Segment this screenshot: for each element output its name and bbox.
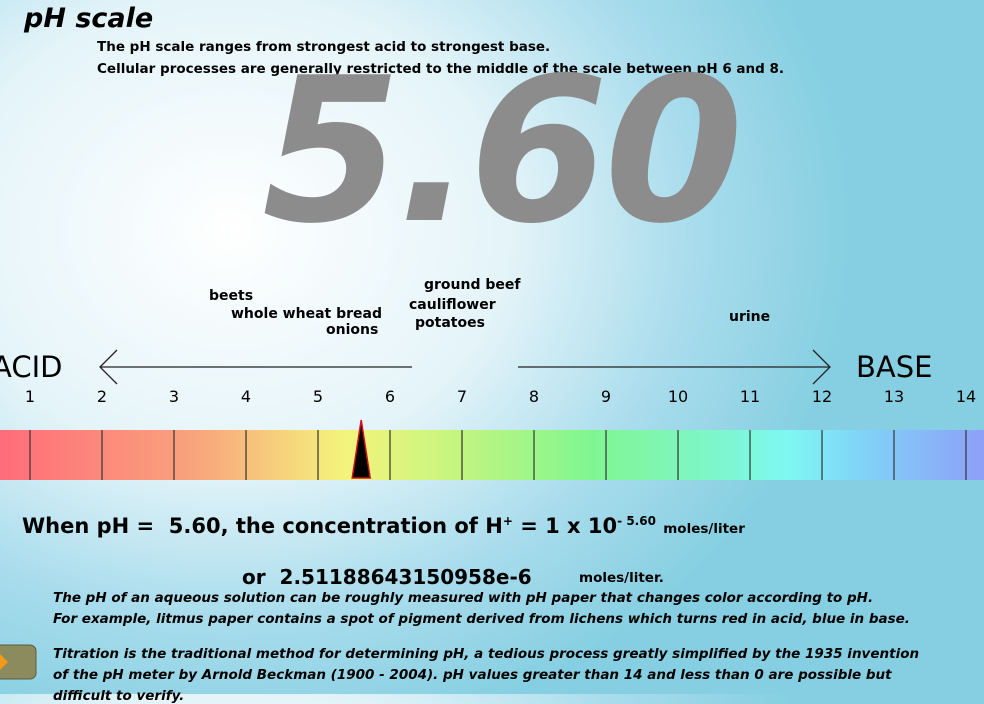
tick-label: 13 bbox=[884, 387, 904, 406]
example: beets bbox=[209, 288, 254, 304]
tick-label: 6 bbox=[385, 387, 395, 406]
formula-ph: 5.60 bbox=[168, 514, 221, 538]
formula-unit: moles/liter bbox=[663, 521, 745, 537]
formula-text: , the concentration of H bbox=[220, 514, 503, 538]
or-text: or bbox=[242, 565, 266, 589]
formula-exponent: - 5.60 bbox=[617, 514, 656, 528]
paragraph: The pH of an aqueous solution can be rou… bbox=[53, 590, 874, 606]
formula-text: When pH = bbox=[22, 514, 155, 538]
tick-label: 8 bbox=[529, 387, 539, 406]
acid-label: ACID bbox=[0, 350, 63, 384]
formula-text: = 1 x 10 bbox=[520, 514, 618, 538]
tick-label: 5 bbox=[313, 387, 323, 406]
example: onions bbox=[326, 322, 379, 338]
tick-label: 9 bbox=[601, 387, 611, 406]
tick-label: 10 bbox=[668, 387, 688, 406]
example: potatoes bbox=[415, 315, 485, 331]
paragraph: Titration is the traditional method for … bbox=[53, 646, 920, 662]
color-bar bbox=[0, 430, 984, 480]
formula: When pH = 5.60, the concentration of H+ … bbox=[22, 514, 745, 538]
back-button[interactable] bbox=[0, 644, 37, 680]
tick-label: 14 bbox=[956, 387, 976, 406]
tick-label: 12 bbox=[812, 387, 832, 406]
example: whole wheat bread bbox=[231, 306, 382, 322]
back-icon bbox=[0, 654, 8, 670]
tick-label: 4 bbox=[241, 387, 251, 406]
paragraph: difficult to verify. bbox=[53, 688, 185, 704]
paragraph: of the pH meter by Arnold Beckman (1900 … bbox=[53, 667, 892, 683]
paragraph: For example, litmus paper contains a spo… bbox=[53, 611, 910, 627]
tick-label: 3 bbox=[169, 387, 179, 406]
formula-unit: moles/liter. bbox=[579, 570, 664, 586]
subtitle: The pH scale ranges from strongest acid … bbox=[97, 39, 551, 55]
ph-readout: 5.60 bbox=[262, 35, 743, 268]
tick-label: 7 bbox=[457, 387, 467, 406]
formula-or: or 2.51188643150958e-6 bbox=[242, 565, 532, 589]
example: urine bbox=[729, 309, 771, 325]
arrows bbox=[99, 349, 831, 385]
tick-label: 1 bbox=[25, 387, 35, 406]
formula-charge: + bbox=[502, 514, 513, 528]
base-label: BASE bbox=[856, 350, 933, 384]
exponent-value: 5.60 bbox=[626, 514, 656, 528]
example: cauliflower bbox=[409, 297, 496, 313]
title: pH scale bbox=[24, 3, 154, 34]
ph-marker bbox=[351, 419, 372, 479]
subtitle: Cellular processes are generally restric… bbox=[97, 61, 785, 77]
tick-label: 2 bbox=[97, 387, 107, 406]
concentration: 2.51188643150958e-6 bbox=[279, 565, 532, 589]
tick-label: 11 bbox=[740, 387, 760, 406]
example: ground beef bbox=[424, 277, 521, 293]
exponent-sign: - bbox=[617, 514, 623, 528]
